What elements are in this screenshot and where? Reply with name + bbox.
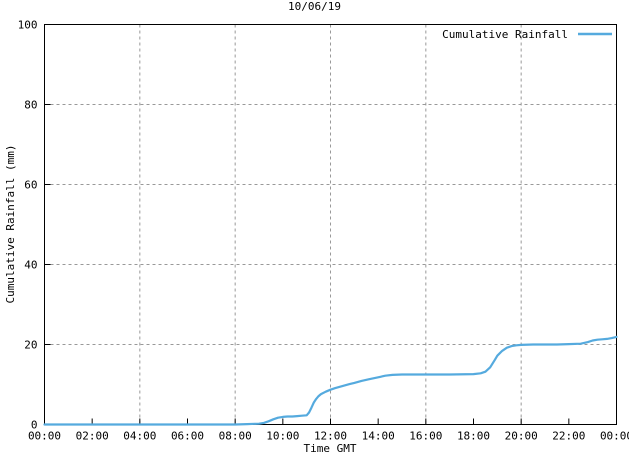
x-axis-title: Time GMT [304,442,357,455]
y-tick-labels: 0 20 40 60 80 100 [18,19,38,432]
x-tick-label: 00:00 [28,430,61,443]
x-tick-label: 20:00 [505,430,538,443]
x-tick-label: 02:00 [76,430,109,443]
y-tick-label: 0 [31,419,38,432]
y-tick-label: 80 [24,99,37,112]
y-tick-label: 60 [24,179,37,192]
x-tick-label: 18:00 [457,430,490,443]
y-axis-title: Cumulative Rainfall (mm) [4,145,17,304]
chart-title: 10/06/19 [288,0,341,13]
y-tick-label: 20 [24,339,37,352]
tickmarks-group [44,24,570,425]
gridlines-group [44,24,617,425]
x-tick-label: 08:00 [219,430,252,443]
x-tick-label: 04:00 [123,430,156,443]
series-line-cumulative-rainfall [43,335,618,426]
x-tick-label: 22:00 [552,430,585,443]
x-tick-labels: 00:00 02:00 04:00 06:00 08:00 10:00 12:00 14:00… [28,430,629,443]
x-tick-label: 12:00 [314,430,347,443]
x-tick-label: 16:00 [409,430,442,443]
y-tick-label: 100 [18,19,38,32]
y-tick-label: 40 [24,259,37,272]
x-tick-label: 06:00 [171,430,204,443]
legend: Cumulative Rainfall [442,28,612,41]
legend-item-label: Cumulative Rainfall [442,28,568,41]
x-tick-label: 00:00 [600,430,629,443]
plot-frame [44,24,617,425]
x-tick-label: 10:00 [266,430,299,443]
x-tick-label: 14:00 [362,430,395,443]
